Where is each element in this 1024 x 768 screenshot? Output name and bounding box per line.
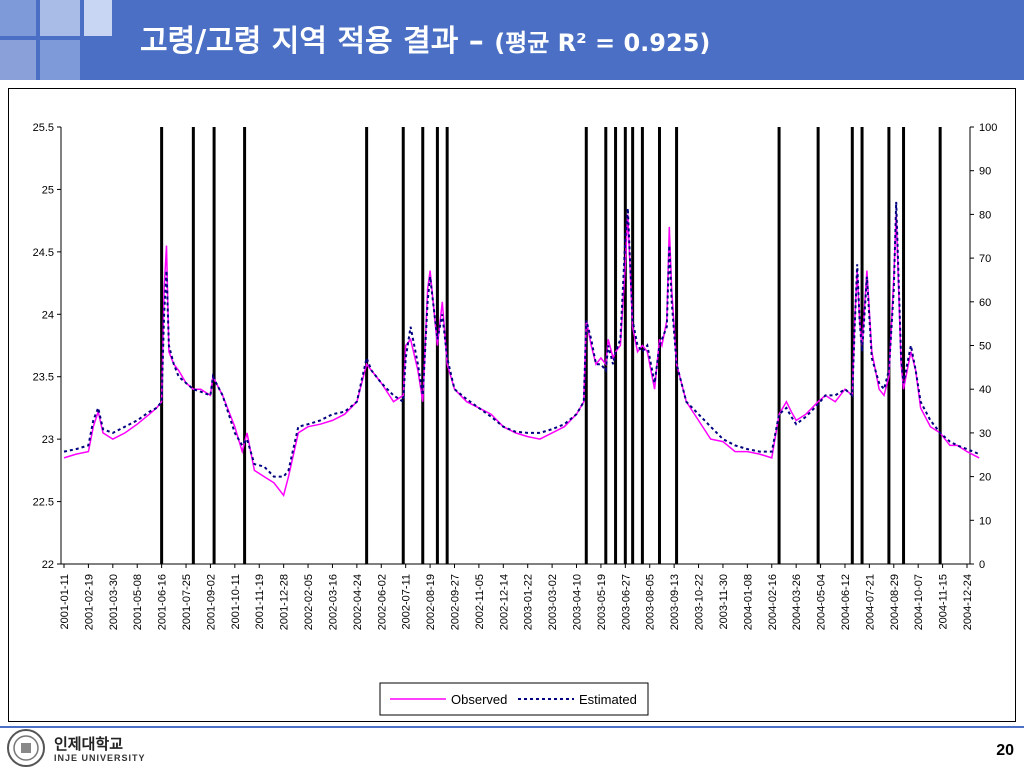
x-tick-label: 2001-12-28 (279, 574, 291, 630)
legend-label-observed: Observed (451, 692, 507, 707)
y-tick-label-right: 100 (979, 122, 997, 134)
x-tick-label: 2001-02-19 (83, 574, 95, 630)
x-tick-label: 2004-06-12 (840, 574, 852, 630)
x-tick-label: 2003-05-19 (596, 574, 608, 630)
x-tick-label: 2003-10-22 (694, 574, 706, 630)
x-tick-label: 2004-01-08 (742, 574, 754, 630)
x-tick-label: 2004-07-21 (864, 574, 876, 630)
page-number: 20 (996, 742, 1014, 759)
chart-frame: 22 22.5 23 23.5 24 24.5 25 25.5 0 10 20 30 40 50 60 70 8… (8, 88, 1016, 722)
line-chart: 22 22.5 23 23.5 24 24.5 25 25.5 0 10 20 30 40 50 60 70 8… (33, 122, 997, 716)
x-tick-label: 2002-06-02 (376, 574, 388, 630)
deco-square (0, 0, 36, 36)
x-tick-label: 2003-06-27 (620, 574, 632, 630)
x-tick-label: 2001-09-02 (205, 574, 217, 630)
x-tick-label: 2001-03-30 (108, 574, 120, 630)
x-tick-label: 2002-12-14 (498, 574, 510, 630)
deco-square (0, 40, 36, 80)
y-tick-label-left: 23.5 (33, 372, 54, 384)
series-line-observed (63, 214, 980, 497)
x-tick-label: 2001-11-19 (254, 574, 266, 629)
page-title-r2: (평균 R² = 0.925) (494, 29, 711, 57)
x-tick-label: 2003-01-22 (523, 574, 535, 630)
x-tick-label: 2004-05-04 (816, 574, 828, 630)
y-tick-label-left: 25 (42, 184, 54, 196)
x-tick-label: 2002-04-24 (352, 574, 364, 630)
x-tick-label: 2004-03-26 (791, 574, 803, 630)
x-tick-label: 2004-10-07 (913, 574, 925, 630)
deco-square (40, 40, 80, 80)
x-tick-label: 2001-06-16 (157, 574, 169, 630)
x-tick-label: 2002-02-05 (303, 574, 315, 630)
x-tick-label: 2001-05-08 (132, 574, 144, 630)
x-tick-label: 2003-11-30 (718, 574, 730, 629)
deco-square (40, 0, 80, 36)
x-tick-label: 2002-03-16 (327, 574, 339, 630)
x-tick-label: 2003-09-13 (669, 574, 681, 630)
x-tick-label: 2002-11-05 (474, 574, 486, 629)
x-tick-label: 2001-10-11 (230, 574, 242, 629)
y-tick-label-left: 23 (42, 434, 54, 446)
y-tick-label-left: 22.5 (33, 497, 54, 509)
x-tick-label: 2002-08-19 (425, 574, 437, 630)
y-tick-label-left: 24 (42, 309, 54, 321)
y-tick-label-right: 20 (979, 472, 991, 484)
page-title: 고령/고령 지역 적용 결과 – (평균 R² = 0.925) (140, 20, 710, 64)
y-tick-label-left: 24.5 (33, 247, 54, 259)
x-tick-label: 2001-01-11 (59, 574, 71, 629)
x-tick-label: 2002-07-11 (401, 574, 413, 629)
x-tick-label: 2004-08-29 (889, 574, 901, 630)
y-tick-label-left: 22 (42, 559, 54, 571)
university-name-en: INJE UNIVERSITY (54, 753, 146, 763)
y-tick-label-right: 80 (979, 209, 991, 221)
deco-square (84, 0, 112, 36)
y-tick-label-right: 50 (979, 341, 991, 353)
y-tick-label-right: 0 (979, 559, 985, 571)
footer-divider (0, 726, 1024, 728)
x-tick-label: 2003-04-10 (572, 574, 584, 630)
x-tick-label: 2003-03-02 (547, 574, 559, 630)
y-tick-label-left: 25.5 (33, 122, 54, 134)
x-tick-label: 2001-07-25 (181, 574, 193, 630)
university-seal-icon (7, 729, 45, 767)
y-tick-label-right: 10 (979, 515, 991, 527)
series-line-estimated (63, 201, 980, 478)
x-tick-label: 2004-02-16 (767, 574, 779, 630)
x-tick-label: 2003-08-05 (645, 574, 657, 630)
y-tick-label-right: 90 (979, 166, 991, 178)
x-tick-label: 2002-09-27 (449, 574, 461, 630)
y-tick-label-right: 70 (979, 253, 991, 265)
x-tick-label: 2004-11-15 (938, 574, 950, 629)
y-tick-label-right: 40 (979, 384, 991, 396)
title-bar: 고령/고령 지역 적용 결과 – (평균 R² = 0.925) (0, 0, 1024, 80)
university-name-kr: 인제대학교 (54, 735, 124, 753)
page-title-main: 고령/고령 지역 적용 결과 – (140, 24, 484, 59)
y-tick-label-right: 60 (979, 297, 991, 309)
legend-label-estimated: Estimated (579, 692, 637, 707)
y-tick-label-right: 30 (979, 428, 991, 440)
x-tick-label: 2004-12-24 (962, 574, 974, 630)
